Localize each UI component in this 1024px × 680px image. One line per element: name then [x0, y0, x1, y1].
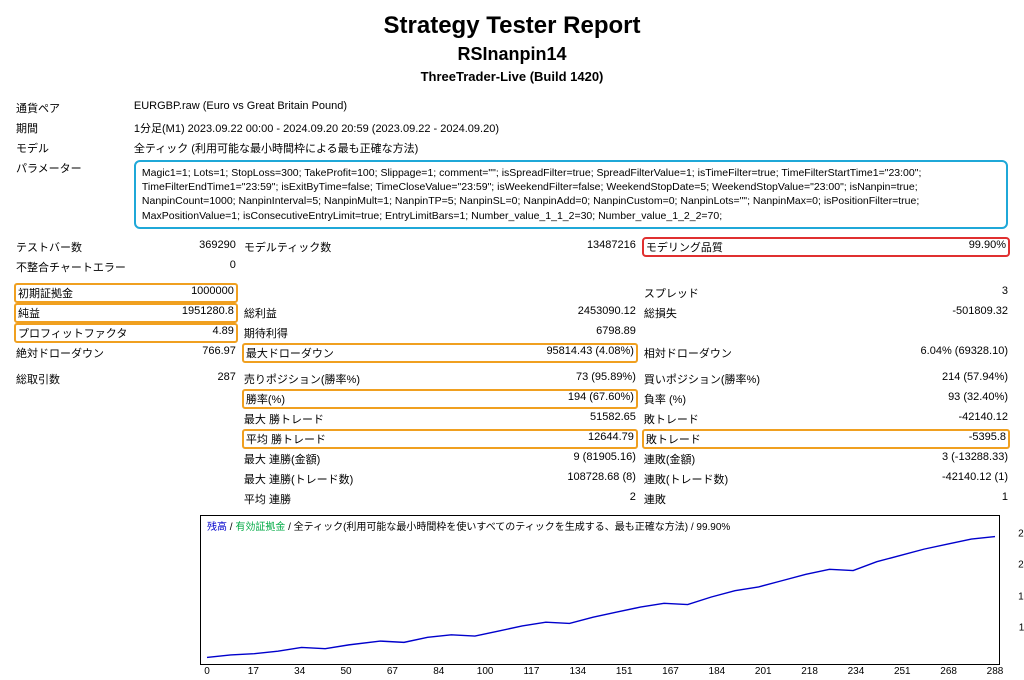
grossloss-value: -501809.32 [790, 303, 1012, 323]
report-title: Strategy Tester Report [12, 12, 1012, 40]
maxlose-label: 敗トレード [640, 409, 790, 429]
avgwin-value: 12644.79 [326, 431, 634, 447]
win-label: 勝率(%) [246, 391, 285, 407]
reldd-label: 相対ドローダウン [640, 343, 790, 363]
ticks-label: モデルティック数 [240, 237, 390, 257]
maxlose-value: -42140.12 [790, 409, 1012, 429]
maxcl-label: 連敗(金額) [640, 449, 790, 469]
maxdd-value: 95814.43 (4.08%) [334, 345, 634, 361]
absdd-value: 766.97 [130, 343, 240, 363]
ticks-value: 13487216 [390, 237, 640, 257]
avgwin-label: 平均 勝トレード [246, 431, 326, 447]
report-table: 通貨ペア EURGBP.raw (Euro vs Great Britain P… [12, 98, 1012, 509]
maxcwt-value: 108728.68 (8) [390, 469, 640, 489]
netprofit-label: 純益 [18, 305, 40, 321]
symbol-value: EURGBP.raw (Euro vs Great Britain Pound) [130, 98, 1012, 118]
grossprofit-label: 総利益 [240, 303, 390, 323]
period-value: 1分足(M1) 2023.09.22 00:00 - 2024.09.20 20… [130, 118, 1012, 138]
symbol-label: 通貨ペア [12, 98, 130, 118]
initdep-value: 1000000 [73, 285, 234, 301]
maxcw-label: 最大 連勝(金額) [240, 449, 390, 469]
maxdd-label: 最大ドローダウン [246, 345, 334, 361]
long-label: 買いポジション(勝率%) [640, 369, 790, 389]
initdep-label: 初期証拠金 [18, 285, 73, 301]
lose-value: 93 (32.40%) [790, 389, 1012, 409]
reldd-value: 6.04% (69328.10) [790, 343, 1012, 363]
maxclt-value: -42140.12 (1) [790, 469, 1012, 489]
maxwin-label: 最大 勝トレード [240, 409, 390, 429]
avgcw-label: 平均 連勝 [240, 489, 390, 509]
model-value: 全ティック (利用可能な最小時間枠による最も正確な方法) [130, 138, 1012, 158]
ep-value: 6798.89 [390, 323, 640, 343]
bars-value: 369290 [130, 237, 240, 257]
spread-value: 3 [790, 283, 1012, 303]
maxcl-value: 3 (-13288.33) [790, 449, 1012, 469]
chart-line-icon [201, 516, 1001, 666]
ea-name: RSInanpin14 [12, 44, 1012, 65]
mismatch-value: 0 [130, 257, 240, 277]
short-label: 売りポジション(勝率%) [240, 369, 390, 389]
period-label: 期間 [12, 118, 130, 138]
total-label: 総取引数 [12, 369, 130, 389]
pf-label: プロフィットファクタ [18, 325, 127, 341]
avglose-label: 敗トレード [646, 431, 701, 447]
params-box: Magic1=1; Lots=1; StopLoss=300; TakeProf… [134, 160, 1008, 229]
avgcl-label: 連敗 [640, 489, 790, 509]
server-build: ThreeTrader-Live (Build 1420) [12, 69, 1012, 84]
maxcw-value: 9 (81905.16) [390, 449, 640, 469]
maxcwt-label: 最大 連勝(トレード数) [240, 469, 390, 489]
avgcl-value: 1 [790, 489, 1012, 509]
balance-chart: 残高 / 有効証拠金 / 全ティック(利用可能な最小時間枠を使いすべてのティック… [200, 515, 1000, 665]
total-value: 287 [130, 369, 240, 389]
grossprofit-value: 2453090.12 [390, 303, 640, 323]
short-value: 73 (95.89%) [390, 369, 640, 389]
mismatch-label: 不整合チャートエラー [12, 257, 130, 277]
y-axis: 2979247245987819405091421140901772 [1001, 516, 1024, 664]
avgcw-value: 2 [390, 489, 640, 509]
pf-value: 4.89 [127, 325, 234, 341]
long-value: 214 (57.94%) [790, 369, 1012, 389]
win-value: 194 (67.60%) [285, 391, 634, 407]
ep-label: 期待利得 [240, 323, 390, 343]
maxwin-value: 51582.65 [390, 409, 640, 429]
params-label: パラメーター [12, 158, 130, 231]
absdd-label: 絶対ドローダウン [12, 343, 130, 363]
x-axis: 0173450678410011713415116718420121823425… [201, 666, 999, 680]
lose-label: 負率 (%) [640, 389, 790, 409]
quality-label: モデリング品質 [646, 239, 723, 255]
avglose-value: -5395.8 [701, 431, 1006, 447]
quality-value: 99.90% [723, 239, 1006, 255]
spread-label: スプレッド [640, 283, 790, 303]
maxclt-label: 連敗(トレード数) [640, 469, 790, 489]
grossloss-label: 総損失 [640, 303, 790, 323]
netprofit-value: 1951280.8 [40, 305, 234, 321]
bars-label: テストバー数 [12, 237, 130, 257]
model-label: モデル [12, 138, 130, 158]
